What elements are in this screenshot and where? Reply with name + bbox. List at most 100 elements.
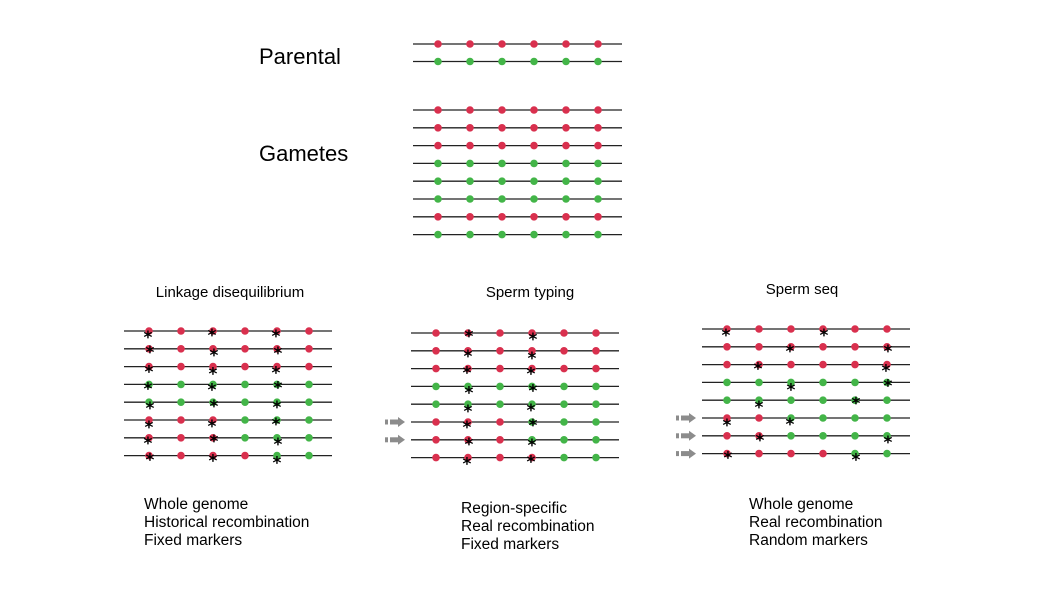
marker-green xyxy=(432,400,440,409)
arrow-icon xyxy=(676,430,696,441)
description-sperm-typing: Region-specific Real recombination Fixed… xyxy=(461,500,595,553)
marker-green xyxy=(594,195,602,203)
marker-red xyxy=(562,141,570,150)
marker-green xyxy=(819,378,827,387)
marker-red xyxy=(594,141,602,150)
marker-green xyxy=(241,398,249,407)
marker-red xyxy=(528,329,536,337)
recombination-star: * xyxy=(852,451,861,471)
chromosome-row xyxy=(702,396,910,405)
marker-red xyxy=(755,414,763,422)
recombination-star: * xyxy=(529,381,538,401)
description-linkage-disequilibrium: Whole genome Historical recombination Fi… xyxy=(144,496,309,549)
recombination-star: * xyxy=(210,346,219,366)
marker-red xyxy=(305,327,313,335)
marker-green xyxy=(787,432,795,440)
recombination-star: * xyxy=(272,364,281,384)
chromosome-row xyxy=(411,329,619,337)
arrow-head xyxy=(689,448,696,459)
chromosome-row xyxy=(124,398,332,407)
marker-green xyxy=(883,396,891,405)
marker-red xyxy=(209,451,217,460)
marker-red xyxy=(464,453,472,462)
marker-red xyxy=(755,432,763,440)
marker-red xyxy=(560,364,568,373)
recombination-star: * xyxy=(273,398,282,418)
marker-green xyxy=(851,414,859,422)
marker-green xyxy=(530,195,538,203)
marker-green xyxy=(177,398,185,407)
marker-red xyxy=(594,40,602,48)
recombination-star: * xyxy=(210,397,219,417)
marker-red xyxy=(432,436,440,444)
recombination-star: * xyxy=(274,435,283,455)
marker-red xyxy=(560,347,568,355)
marker-green xyxy=(560,436,568,444)
marker-green xyxy=(787,414,795,422)
chromosome-row xyxy=(124,416,332,424)
description-line: Historical recombination xyxy=(144,514,309,531)
recombination-star: * xyxy=(529,416,538,436)
chromosome-row xyxy=(413,124,622,132)
description-sperm-seq: Whole genome Real recombination Random m… xyxy=(749,496,883,549)
marker-red xyxy=(177,416,185,424)
recombination-star: * xyxy=(144,434,153,454)
recombination-star: * xyxy=(464,347,473,367)
marker-green xyxy=(723,396,731,405)
marker-red xyxy=(530,40,538,48)
chromosome-row xyxy=(411,400,619,409)
arrow-head xyxy=(398,417,405,427)
marker-green xyxy=(305,434,313,442)
chromosome-row xyxy=(411,418,619,426)
recombination-star: * xyxy=(786,415,795,435)
recombination-star: * xyxy=(884,433,893,453)
description-line: Fixed markers xyxy=(461,536,559,553)
recombination-star: * xyxy=(465,327,474,347)
arrow-dash xyxy=(385,437,388,443)
marker-green xyxy=(530,159,538,168)
marker-red xyxy=(177,362,185,371)
recombination-star: * xyxy=(787,380,796,400)
marker-red xyxy=(755,343,763,351)
marker-red xyxy=(883,360,891,369)
marker-red xyxy=(755,360,763,369)
arrow-shaft xyxy=(390,437,398,443)
marker-green xyxy=(466,159,474,168)
panel-sperm-typing: * ** ** ** ** ** ** ** * xyxy=(385,327,619,475)
recombination-star: * xyxy=(852,394,861,414)
marker-red xyxy=(498,40,506,48)
recombination-star: * xyxy=(756,431,765,451)
marker-red xyxy=(464,418,472,426)
marker-green xyxy=(145,380,153,389)
marker-green xyxy=(305,416,313,424)
recombination-star: * xyxy=(754,360,763,380)
chromosome-row xyxy=(124,327,332,335)
marker-red xyxy=(883,343,891,351)
marker-green xyxy=(594,57,602,66)
chromosome-row xyxy=(702,449,910,458)
chromosome-row xyxy=(411,364,619,373)
arrow-icon xyxy=(676,413,696,423)
marker-red xyxy=(177,434,185,442)
marker-green xyxy=(819,396,827,405)
recombination-star: * xyxy=(722,326,731,346)
chromosome-row xyxy=(124,345,332,353)
parental-label: Parental xyxy=(259,44,341,69)
marker-green xyxy=(209,398,217,407)
marker-red xyxy=(498,106,506,114)
recombination-star: * xyxy=(272,415,281,435)
marker-red xyxy=(177,327,185,335)
marker-red xyxy=(273,345,281,353)
recombination-star: * xyxy=(786,342,795,362)
marker-green xyxy=(560,453,568,462)
marker-red xyxy=(562,124,570,132)
recombination-star: * xyxy=(465,383,474,403)
marker-red xyxy=(241,327,249,335)
description-line: Real recombination xyxy=(461,518,595,535)
description-line: Region-specific xyxy=(461,500,567,517)
recombination-star: * xyxy=(529,330,538,350)
panel-linkage-disequilibrium: * * ** * ** * ** * ** * ** * ** * ** * * xyxy=(124,326,332,474)
marker-green xyxy=(851,396,859,405)
marker-green xyxy=(787,378,795,387)
